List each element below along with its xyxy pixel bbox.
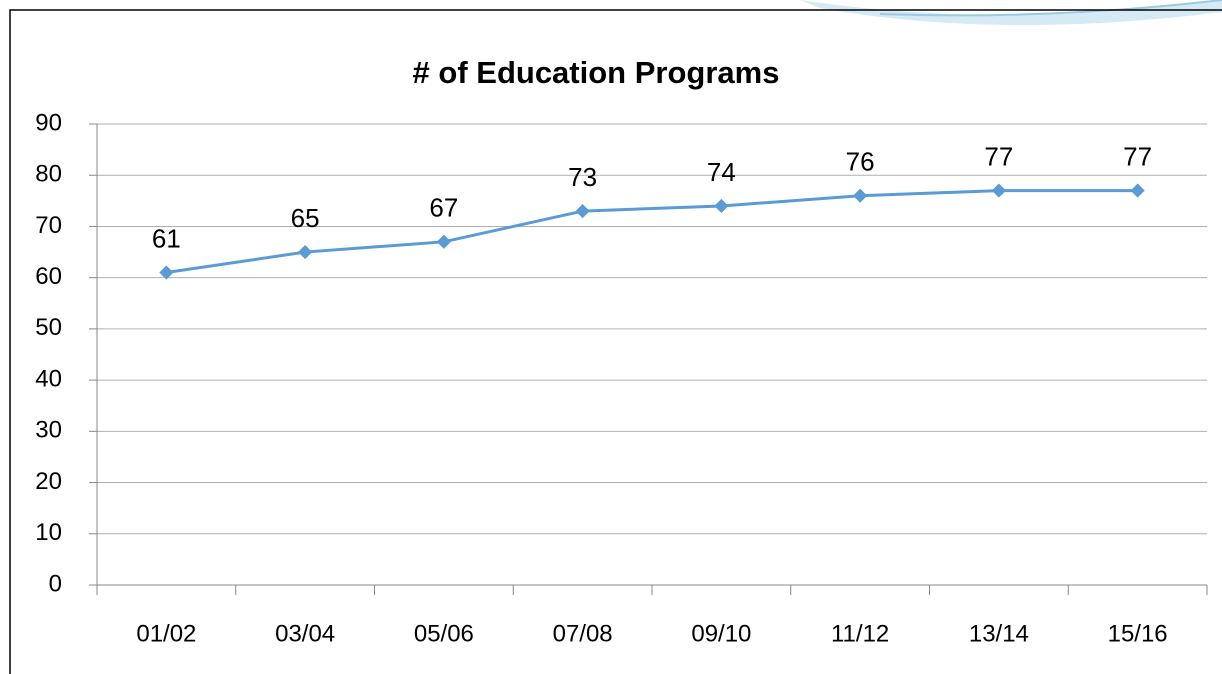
x-tick-label: 07/08 bbox=[553, 620, 613, 647]
y-tick-label: 80 bbox=[35, 161, 62, 188]
x-tick-label: 13/14 bbox=[969, 620, 1029, 647]
y-tick-label: 30 bbox=[35, 417, 62, 444]
chart-frame bbox=[9, 9, 1222, 674]
marker bbox=[714, 198, 729, 214]
data-label: 61 bbox=[152, 223, 181, 253]
y-tick-label: 90 bbox=[35, 109, 62, 136]
y-tick-label: 50 bbox=[35, 314, 62, 341]
y-tick-label: 10 bbox=[35, 519, 62, 546]
marker bbox=[575, 204, 590, 219]
marker bbox=[853, 188, 868, 203]
x-tick-label: 05/06 bbox=[414, 620, 474, 647]
marker bbox=[436, 234, 451, 249]
x-tick-label: 03/04 bbox=[275, 620, 335, 647]
y-tick-label: 40 bbox=[35, 365, 62, 392]
data-label: 73 bbox=[568, 162, 597, 192]
data-label: 77 bbox=[1123, 141, 1152, 171]
data-label: 76 bbox=[846, 147, 875, 177]
x-tick-label: 15/16 bbox=[1108, 620, 1168, 647]
decoration bbox=[879, 0, 1222, 17]
data-label: 74 bbox=[707, 157, 736, 187]
line bbox=[166, 189, 1138, 275]
y-tick-label: 0 bbox=[49, 570, 62, 597]
marker bbox=[1130, 183, 1145, 198]
y-tick-label: 20 bbox=[35, 468, 62, 495]
marker bbox=[991, 183, 1006, 198]
y-tick-label: 70 bbox=[35, 212, 62, 239]
y-tick-label: 60 bbox=[35, 263, 62, 290]
marker bbox=[159, 265, 174, 280]
data-label: 65 bbox=[291, 203, 320, 233]
x-tick-label: 09/10 bbox=[691, 620, 751, 647]
chart-title: # of Education Programs bbox=[413, 55, 780, 90]
decoration bbox=[800, 0, 1222, 26]
data-label: 77 bbox=[984, 141, 1013, 171]
data-label: 67 bbox=[429, 193, 458, 223]
marker bbox=[298, 244, 313, 260]
x-tick-label: 01/02 bbox=[136, 620, 196, 647]
x-tick-label: 11/12 bbox=[831, 620, 889, 647]
